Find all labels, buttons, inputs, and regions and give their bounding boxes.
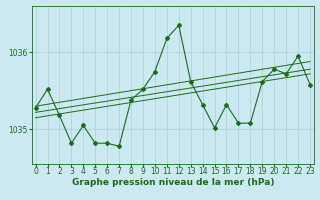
X-axis label: Graphe pression niveau de la mer (hPa): Graphe pression niveau de la mer (hPa) <box>72 178 274 187</box>
